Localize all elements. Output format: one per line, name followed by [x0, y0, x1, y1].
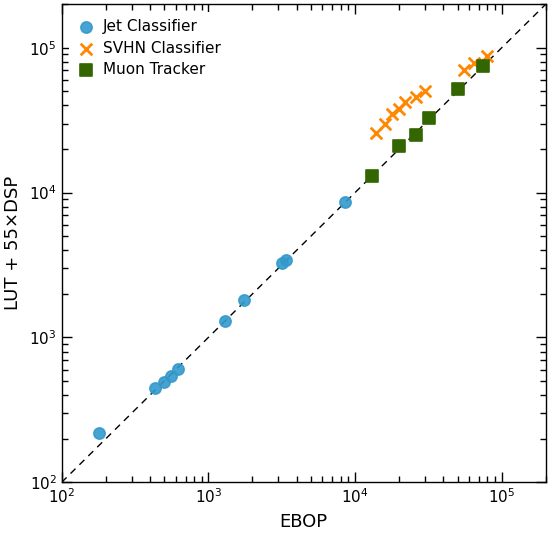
Jet Classifier — [282, 255, 291, 264]
Legend: Jet Classifier, SVHN Classifier, Muon Tracker: Jet Classifier, SVHN Classifier, Muon Tr… — [69, 12, 228, 85]
Y-axis label: LUT + 55×DSP: LUT + 55×DSP — [4, 176, 22, 310]
Muon Tracker — [425, 113, 433, 122]
SVHN Classifier — [381, 119, 389, 128]
Jet Classifier — [160, 378, 168, 387]
SVHN Classifier — [372, 128, 381, 137]
Jet Classifier — [221, 317, 229, 325]
X-axis label: EBOP: EBOP — [280, 513, 328, 531]
Muon Tracker — [411, 131, 420, 139]
Jet Classifier — [173, 364, 182, 373]
Jet Classifier — [167, 372, 176, 380]
SVHN Classifier — [470, 59, 478, 68]
Jet Classifier — [150, 384, 159, 392]
SVHN Classifier — [388, 110, 397, 118]
SVHN Classifier — [421, 87, 430, 96]
Muon Tracker — [367, 172, 376, 180]
SVHN Classifier — [483, 51, 492, 60]
Muon Tracker — [453, 85, 462, 93]
Jet Classifier — [278, 259, 287, 268]
Jet Classifier — [95, 429, 103, 437]
Muon Tracker — [479, 62, 488, 70]
SVHN Classifier — [395, 104, 404, 113]
SVHN Classifier — [459, 66, 468, 74]
SVHN Classifier — [411, 93, 420, 101]
Jet Classifier — [240, 296, 249, 305]
Muon Tracker — [395, 142, 404, 150]
SVHN Classifier — [401, 98, 410, 106]
Jet Classifier — [340, 198, 349, 207]
